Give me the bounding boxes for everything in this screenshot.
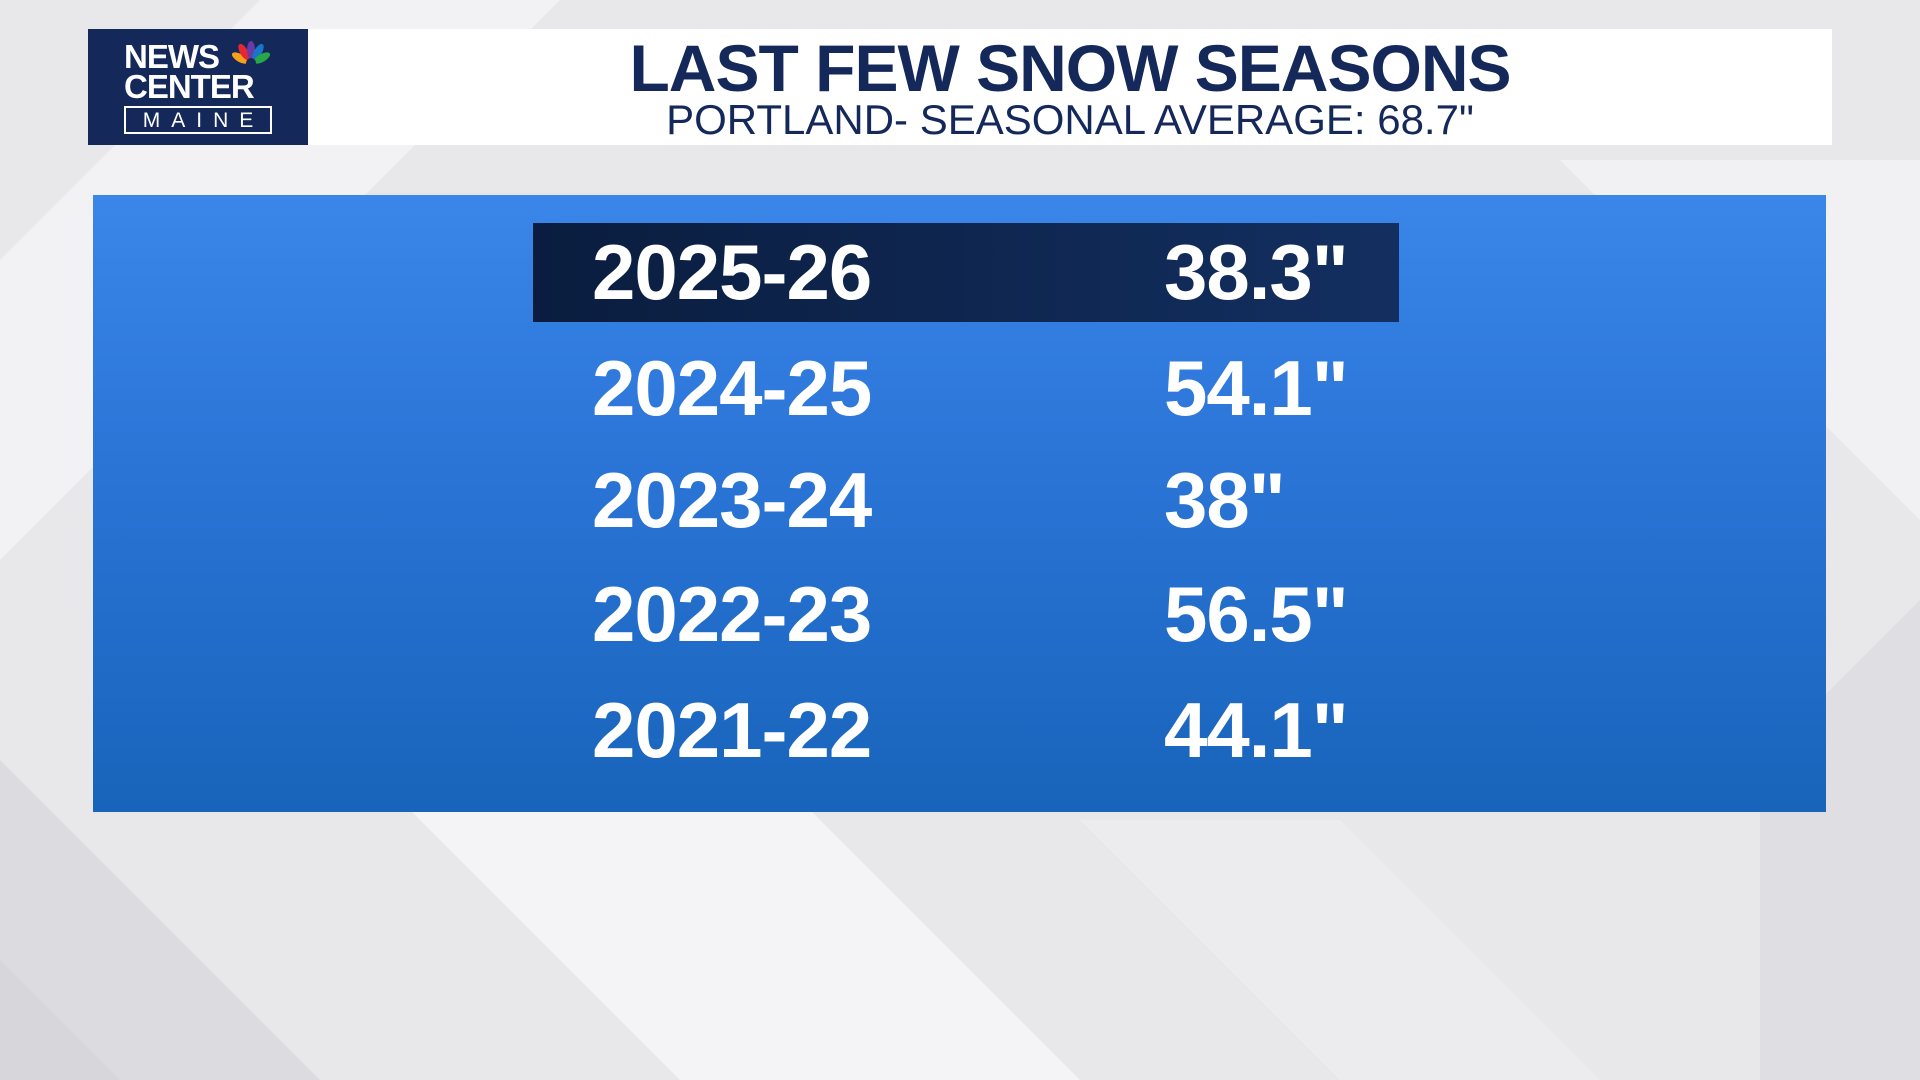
snowfall-amount: 54.1" [1164,344,1349,432]
snowfall-amount: 38" [1164,456,1286,544]
snowfall-amount: 38.3" [1164,228,1349,316]
news-center-maine-logo: NEWS CENTER MAINE [88,29,308,145]
title-bar [88,29,1832,145]
page-subtitle: PORTLAND- SEASONAL AVERAGE: 68.7" [666,96,1474,143]
snowfall-amount: 44.1" [1164,686,1349,774]
season-row: 2024-25 54.1" [0,338,1920,438]
season-label: 2024-25 [592,344,872,432]
season-label: 2025-26 [592,228,872,316]
season-row: 2021-22 44.1" [0,680,1920,780]
peacock-icon [232,41,270,68]
season-row: 2022-23 56.5" [0,564,1920,664]
current-season-highlight [533,223,1399,322]
season-label: 2021-22 [592,686,872,774]
season-label: 2023-24 [592,456,872,544]
season-row: 2023-24 38" [0,450,1920,550]
snowfall-amount: 56.5" [1164,570,1349,658]
page-title: LAST FEW SNOW SEASONS [629,31,1511,105]
logo-text-news: NEWS [124,38,220,75]
logo-maine-box: MAINE [124,106,272,134]
season-label: 2022-23 [592,570,872,658]
logo-text-center: CENTER [124,68,255,105]
season-row: 2025-26 38.3" [0,222,1920,322]
logo-text-maine: MAINE [142,108,265,132]
